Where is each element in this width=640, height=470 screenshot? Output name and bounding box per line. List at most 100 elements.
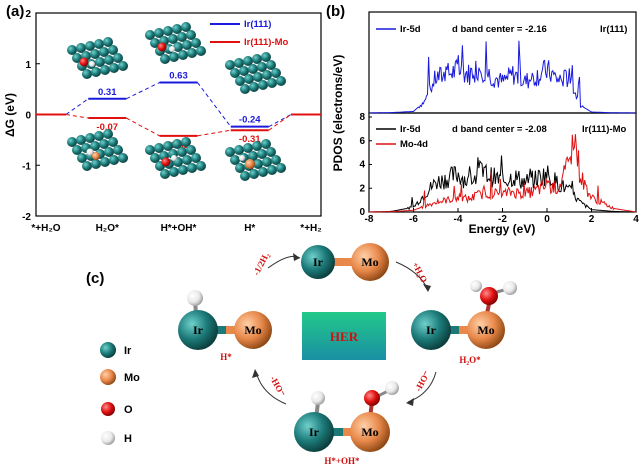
panel-a-xlabels: *+H₂O H₂O* H*+OH* H* *+H₂ xyxy=(31,223,321,234)
slab-atom xyxy=(85,133,95,143)
slab-atom xyxy=(169,52,179,62)
atom-h xyxy=(187,290,203,306)
slab-atom xyxy=(186,30,196,40)
xtick-label: -6 xyxy=(409,214,418,225)
surface-top: Ir(111) xyxy=(600,24,627,35)
connector xyxy=(268,114,292,131)
bond xyxy=(316,428,370,436)
pdos-ir5d-bottom xyxy=(369,155,636,213)
slab-atom xyxy=(230,68,240,78)
slab-atom xyxy=(77,153,87,163)
xtick-label: -4 xyxy=(454,214,463,225)
slab-atom xyxy=(163,26,173,36)
state-h2o-star: H₂O* xyxy=(459,355,481,365)
slab-atom xyxy=(252,141,262,151)
slab-atom xyxy=(94,131,104,141)
slab-atom xyxy=(249,169,259,179)
ytick-label: 2 xyxy=(359,183,365,194)
panel-a: (a) ΔG (eV) 210-1-2 *+H₂O H₂O* H*+OH* H* *+H… xyxy=(3,3,322,234)
slab-ir-h xyxy=(225,52,286,94)
step-minus-h2: -1/2H₂ xyxy=(251,251,271,277)
adsorbate-atom xyxy=(79,57,89,67)
connector xyxy=(126,82,160,100)
slab-atom xyxy=(113,53,123,63)
slab-atom xyxy=(169,167,179,177)
legend-ir5d-bottom: Ir-5d xyxy=(400,124,421,135)
slab-atom xyxy=(72,53,82,63)
slab-irmo-h-oh xyxy=(145,137,206,179)
ytick-label: 4 xyxy=(359,160,365,171)
atom-mo-label: Mo xyxy=(477,323,494,337)
slab-atom xyxy=(178,165,188,175)
slab-atom xyxy=(177,147,187,157)
slab-atom xyxy=(82,161,92,171)
slab-atom xyxy=(168,34,178,44)
d-band-center-bottom: d band center = -2.08 xyxy=(452,124,547,135)
d-band-center-top: d band center = -2.16 xyxy=(452,24,547,35)
legend-h-atom xyxy=(101,431,115,445)
connector xyxy=(65,98,89,115)
slab-atom xyxy=(95,57,105,67)
ytick-label: 8 xyxy=(359,112,365,123)
slab-atom xyxy=(91,159,101,169)
adsorbate-atom xyxy=(89,61,95,67)
atom-o xyxy=(364,390,380,406)
slab-atom xyxy=(145,30,155,40)
slab-atom xyxy=(94,39,104,49)
cycle-arrows xyxy=(252,253,437,406)
slab-atom xyxy=(240,171,250,181)
adsorbate-atom xyxy=(245,159,255,169)
slab-atom xyxy=(113,145,123,155)
molecule-h-star: Ir Mo H* xyxy=(178,290,272,362)
slab-atom xyxy=(90,141,100,151)
panel-b-xticks: -8 -6 -4 -2 0 2 4 xyxy=(365,208,639,225)
panel-a-label: (a) xyxy=(6,3,24,20)
slab-atom xyxy=(234,58,244,68)
slab-atom xyxy=(108,45,118,55)
atom-mo-label: Mo xyxy=(361,425,378,439)
slab-atom xyxy=(253,72,263,82)
connector xyxy=(65,114,89,119)
state-label: *+H₂O xyxy=(31,223,60,234)
panel-b-label: (b) xyxy=(326,3,345,20)
adsorbate-atom xyxy=(169,46,175,52)
slab-atom xyxy=(267,165,277,175)
xtick-label: 0 xyxy=(544,214,550,225)
slab-atom xyxy=(234,145,244,155)
panel-a-slab-structures xyxy=(67,22,286,181)
slab-atom xyxy=(257,149,267,159)
legend-h: H xyxy=(124,433,132,445)
bond xyxy=(200,326,252,334)
atom-mo xyxy=(351,243,389,281)
slab-irmo-h2o xyxy=(67,129,128,171)
slab-atom xyxy=(266,147,276,157)
ytick-label: 0 xyxy=(359,207,365,218)
adsorbate-atom xyxy=(171,155,177,161)
slab-atom xyxy=(181,137,191,147)
slab-atom xyxy=(109,63,119,73)
energy-value: -0.07 xyxy=(96,122,118,133)
slab-atom xyxy=(258,167,268,177)
molecule-h-oh-star: Ir Mo H*+OH* xyxy=(294,381,399,466)
slab-atom xyxy=(240,84,250,94)
atom-ir-label: Ir xyxy=(313,255,324,269)
slab-atom xyxy=(172,24,182,34)
ytick-label: 1 xyxy=(25,60,31,71)
bond xyxy=(432,326,486,334)
slab-atom xyxy=(109,155,119,165)
slab-atom xyxy=(160,54,170,64)
slab-atom xyxy=(150,38,160,48)
xtick-label: 4 xyxy=(633,214,639,225)
slab-atom xyxy=(253,159,263,169)
ytick-label: 6 xyxy=(359,136,365,147)
slab-atom xyxy=(67,137,77,147)
atom-ir xyxy=(411,310,451,350)
atom-h-oh xyxy=(385,381,399,395)
pdos-ir5d-top xyxy=(369,40,636,114)
slab-atom xyxy=(187,163,197,173)
state-h-star: H* xyxy=(220,352,232,362)
arrow-head-br xyxy=(406,398,414,406)
panel-c: (c) Ir Mo O H HER -1/2H₂ +H₂O xyxy=(86,243,517,466)
panel-a-ylabel: ΔG (eV) xyxy=(3,93,17,137)
state-label: H* xyxy=(244,223,255,234)
